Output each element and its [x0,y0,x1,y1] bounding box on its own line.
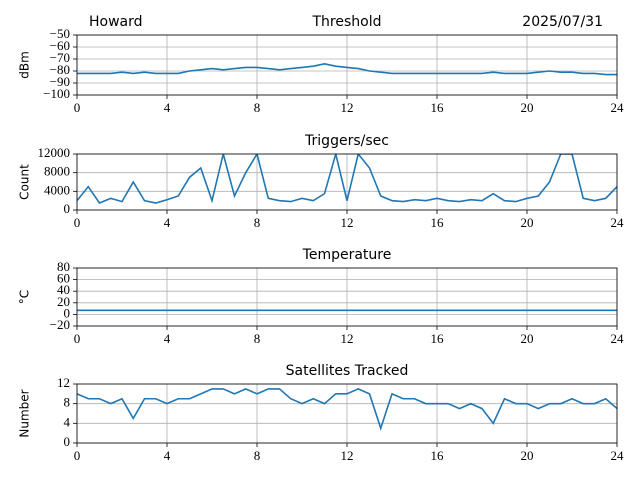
x-tick-label: 16 [431,331,445,346]
x-tick-label: 4 [164,448,171,463]
data-line [77,154,617,204]
x-tick-label: 0 [74,100,81,115]
y-tick-label: 4000 [44,182,70,197]
x-tick-label: 8 [254,215,261,230]
panel-title: Threshold [312,14,382,30]
y-tick-label: 12 [57,375,70,390]
y-tick-label: 8000 [44,164,70,179]
x-tick-label: 8 [254,448,261,463]
axes-frame [76,34,618,96]
x-tick-label: 20 [521,331,534,346]
data-line [77,388,617,431]
y-axis-label: dBm [18,51,32,79]
x-tick-label: 12 [341,331,354,346]
y-tick-label: −70 [50,50,70,65]
x-tick-label: 24 [611,448,625,463]
y-tick-label: 40 [57,282,70,297]
x-tick-label: 24 [611,215,625,230]
panel-title: Triggers/sec [304,133,389,149]
x-tick-label: 12 [341,448,354,463]
y-tick-label: −100 [43,86,70,101]
y-tick-label: 0 [64,434,71,449]
x-tick-label: 0 [74,448,81,463]
x-tick-label: 16 [431,215,445,230]
y-tick-label: −50 [50,26,70,41]
x-tick-label: 20 [521,100,534,115]
y-tick-label: 80 [57,259,70,274]
x-tick-label: 12 [341,215,354,230]
y-tick-label: 0 [64,305,71,320]
x-tick-label: 16 [431,448,445,463]
y-tick-label: 60 [57,271,70,286]
data-line [77,62,617,76]
x-tick-label: 0 [74,331,81,346]
y-tick-label: 20 [57,294,70,309]
y-tick-label: 4 [64,414,71,429]
y-tick-label: −20 [50,317,70,332]
x-tick-label: 8 [254,100,261,115]
x-tick-label: 16 [431,100,445,115]
x-tick-label: 4 [164,331,171,346]
y-tick-label: 12000 [38,145,71,160]
x-tick-label: 20 [521,448,534,463]
x-tick-label: 0 [74,215,81,230]
y-tick-label: 8 [64,395,71,410]
panel-title: Satellites Tracked [286,363,409,379]
x-tick-label: 4 [164,215,171,230]
x-tick-label: 8 [254,331,261,346]
x-tick-label: 24 [611,100,625,115]
y-tick-label: 0 [64,201,71,216]
x-tick-label: 12 [341,100,354,115]
panel-title-left: Howard [89,14,143,30]
panel-title: Temperature [302,247,392,263]
y-axis-label: Number [18,389,32,437]
x-tick-label: 4 [164,100,171,115]
axes-frame [76,383,618,444]
y-axis-label: Count [18,164,32,200]
x-tick-label: 24 [611,331,625,346]
axes-frame [76,267,618,327]
y-tick-label: −80 [50,62,70,77]
x-tick-label: 20 [521,215,534,230]
axes-frame [76,153,618,211]
y-tick-label: −60 [50,38,70,53]
y-axis-label: °C [18,290,32,304]
y-tick-label: −90 [50,74,70,89]
panel-title-right: 2025/07/31 [522,14,603,30]
